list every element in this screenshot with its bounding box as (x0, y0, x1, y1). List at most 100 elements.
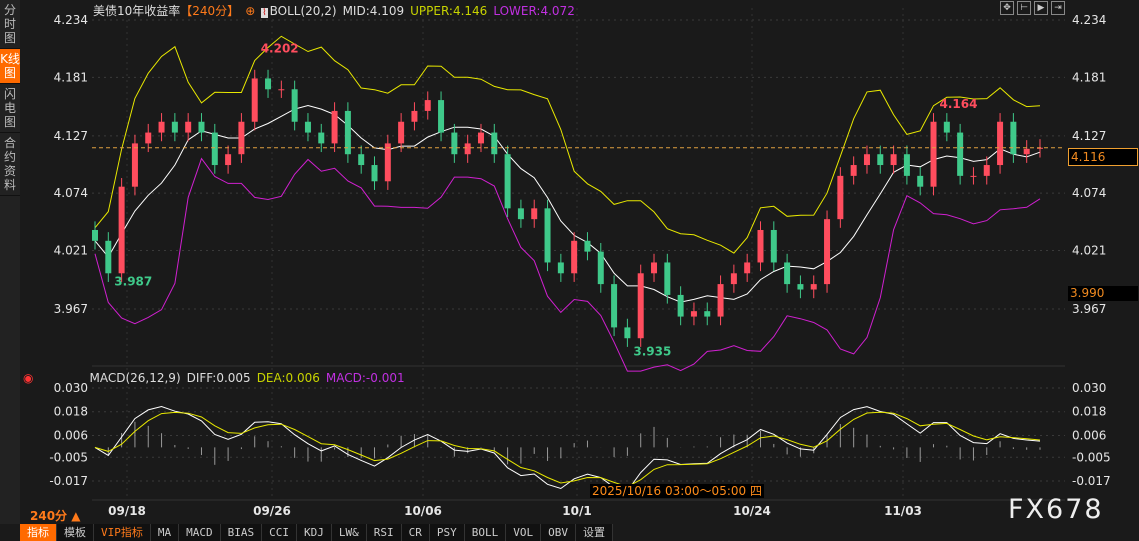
sidebar-item-contract[interactable]: 合约资料 (0, 133, 20, 196)
y-tick-left: 4.234 (54, 13, 88, 27)
price-annotation-left_low: 3.987 (114, 274, 152, 288)
candle-body (744, 262, 751, 274)
chart-header: 美债10年收益率【240分】 ⊕ ⌇ BOLL(20,2) MID:4.109 UPPER… (93, 2, 581, 19)
tab-6[interactable]: CCI (262, 524, 297, 541)
tab-9[interactable]: RSI (366, 524, 402, 541)
candle-body (997, 121, 1004, 166)
tab-2[interactable]: VIP指标 (94, 524, 151, 541)
tab-12[interactable]: BOLL (464, 524, 507, 541)
tab-4[interactable]: MACD (179, 524, 221, 541)
candle-body (824, 219, 831, 285)
candle-body (943, 121, 950, 133)
tab-13[interactable]: VOL (506, 524, 542, 541)
boll-chart-icon: ⌇ (261, 8, 268, 18)
sidebar-item-kline[interactable]: K线图 (0, 49, 20, 84)
x-tick: 10/1 (562, 504, 591, 518)
sidebar-item-timeshare[interactable]: 分时图 (0, 0, 20, 49)
crosshair-icon[interactable]: ✥ (1000, 1, 1014, 15)
candle-body (384, 143, 391, 182)
candle-body (145, 132, 152, 144)
scroll-end-icon[interactable]: ⇥ (1051, 1, 1065, 15)
candle-body (877, 154, 884, 166)
candle-body (225, 154, 232, 166)
candle-body (92, 229, 98, 241)
candle-body (584, 240, 591, 252)
y-tick-right: 4.127 (1072, 129, 1106, 143)
play-right-icon[interactable]: ▶ (1034, 1, 1048, 15)
candle-body (544, 208, 551, 263)
settings-icon[interactable]: ⊕ (245, 4, 256, 18)
macd-y-tick-right: 0.030 (1072, 381, 1106, 395)
candle-body (677, 294, 684, 317)
candle-body (251, 78, 258, 122)
candle-body (304, 121, 311, 133)
candle-body (158, 121, 165, 133)
macd-diff-line (94, 405, 1041, 492)
macd-y-tick-left: 0.030 (54, 381, 88, 395)
candle-body (477, 132, 484, 144)
sidebar: 分时图 K线图 闪电图 合约资料 (0, 0, 20, 524)
y-tick-right: 4.021 (1072, 244, 1106, 258)
x-tick: 11/03 (884, 504, 922, 518)
candle-body (185, 121, 192, 133)
bottom-toolbar: 指标 模板 VIP指标 MA MACD BIAS CCI KDJ LW& RSI CR PSY BOLL… (20, 524, 613, 541)
candle-body (517, 208, 524, 220)
instrument-name: 美债10年收益率 (93, 4, 181, 18)
price-annotation-right_high: 4.164 (940, 97, 978, 111)
tab-11[interactable]: PSY (429, 524, 465, 541)
y-tick-left: 4.181 (54, 70, 88, 84)
y-tick-left: 4.127 (54, 129, 88, 143)
tab-15[interactable]: 设置 (576, 524, 613, 541)
tab-8[interactable]: LW& (331, 524, 367, 541)
candle-body (970, 175, 977, 177)
candle-body (1010, 121, 1017, 155)
crosshair-price-tag: 3.990 (1068, 286, 1138, 301)
x-tick: 09/18 (108, 504, 146, 518)
candle-body (810, 284, 817, 290)
macd-label: MACD(26,12,9) (89, 371, 181, 385)
boll-lower-line (94, 157, 1041, 372)
x-tick: 09/26 (253, 504, 291, 518)
candle-body (571, 240, 578, 274)
fit-left-icon[interactable]: ⊢ (1017, 1, 1031, 15)
price-annotation-high: 4.202 (261, 42, 299, 56)
candle-body (238, 121, 245, 155)
candle-body (837, 175, 844, 220)
macd-y-tick-right: 0.006 (1072, 428, 1106, 442)
y-tick-right: 4.234 (1072, 13, 1106, 27)
tab-10[interactable]: CR (401, 524, 430, 541)
macd-dea-line (94, 411, 1041, 488)
indicator-toggle-icon[interactable]: ◉ (23, 371, 34, 385)
candle-body (438, 100, 445, 133)
boll-mid: MID:4.109 (342, 4, 405, 18)
candle-body (424, 100, 431, 111)
candle-body (278, 89, 285, 91)
candle-body (957, 132, 964, 176)
candle-body (784, 262, 791, 285)
boll-upper-line (94, 35, 1041, 254)
candle-body (331, 110, 338, 144)
candle-body (451, 132, 458, 155)
macd-y-tick-right: -0.005 (1072, 450, 1111, 464)
y-tick-right: 4.074 (1072, 186, 1106, 200)
candle-body (198, 121, 205, 133)
tab-5[interactable]: BIAS (220, 524, 263, 541)
period-selector[interactable]: 240分 ▲ (30, 509, 81, 523)
tab-7[interactable]: KDJ (297, 524, 332, 541)
sidebar-item-flash[interactable]: 闪电图 (0, 84, 20, 133)
tab-0[interactable]: 指标 (20, 524, 57, 541)
tab-1[interactable]: 模板 (57, 524, 94, 541)
candle-body (398, 121, 405, 144)
boll-upper: UPPER:4.146 (410, 4, 488, 18)
candle-body (797, 284, 804, 290)
boll-label: BOLL(20,2) (269, 4, 337, 18)
candle-body (624, 327, 631, 339)
crosshair-time-tag: 2025/10/16 03:00～05:00 四 (590, 484, 764, 498)
tab-14[interactable]: OBV (541, 524, 576, 541)
tab-3[interactable]: MA (150, 524, 180, 541)
candle-body (105, 240, 112, 274)
candle-body (1023, 148, 1030, 155)
candle-body (371, 165, 378, 182)
x-tick: 10/06 (404, 504, 442, 518)
